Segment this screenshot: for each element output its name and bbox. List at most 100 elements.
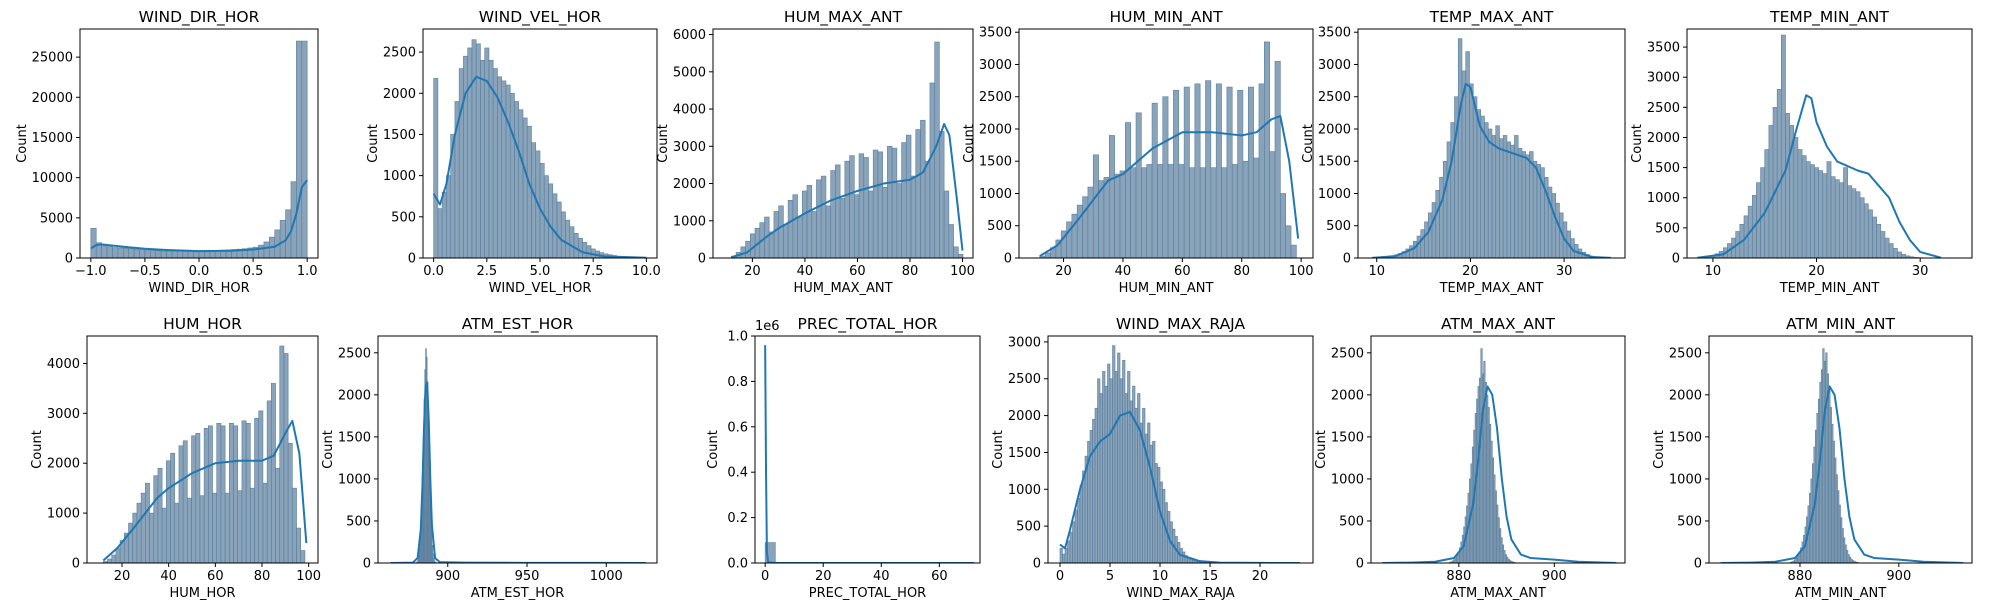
y-tick-label: 3000 [1008, 335, 1041, 350]
histogram-bar [1491, 135, 1497, 258]
histogram-bar [1476, 109, 1482, 258]
histogram-bar [262, 482, 268, 563]
histogram-bar [458, 68, 464, 258]
y-tick-label: 0 [363, 557, 371, 572]
y-axis-label: Count [991, 430, 1006, 469]
histogram-bar [171, 250, 178, 258]
histogram-panel-atm-max-ant: 880 900 0 500 1000 1500 2000 2500 ATM_MAX_ANT ATM… [1314, 315, 1626, 601]
histogram-bar [1124, 393, 1128, 563]
histogram-bar [943, 190, 950, 258]
y-tick-label: 0.4 [727, 466, 748, 481]
histogram-bar [953, 246, 959, 258]
histogram-bar [1876, 223, 1882, 258]
x-tick-label: 80 [1233, 264, 1250, 279]
histogram-bar [839, 198, 846, 258]
x-tick-label: 20 [744, 264, 761, 279]
histogram-bar [1226, 86, 1233, 258]
panel-title: HUM_MAX_ANT [784, 8, 903, 27]
x-axis-label: ATM_MIN_ANT [1795, 586, 1886, 601]
histogram-bar [1157, 164, 1164, 258]
y-tick-label: 2500 [338, 346, 371, 361]
x-tick-label: 2.5 [476, 264, 497, 279]
histogram-bar [177, 250, 184, 258]
x-tick-label: 20 [114, 569, 131, 584]
histogram-bar [877, 151, 883, 258]
y-tick-label: 2500 [1008, 372, 1041, 387]
histogram-bar [237, 490, 243, 563]
histogram-bar [783, 224, 789, 258]
histogram-bar [1776, 88, 1782, 258]
histogram-bar [117, 247, 124, 258]
x-axis-label: ATM_MAX_ANT [1450, 586, 1546, 601]
y-tick-label: 1500 [383, 128, 416, 143]
histogram-bar [1446, 141, 1452, 258]
histogram-bar [1280, 193, 1286, 258]
y-tick-label: 1000 [47, 507, 80, 522]
histogram-bar [896, 183, 902, 258]
histogram-bar [263, 241, 270, 258]
histogram-bar [1162, 96, 1169, 258]
y-tick-label: 2500 [979, 90, 1012, 105]
histogram-bar [301, 40, 308, 258]
y-tick-label: 0.2 [727, 511, 748, 526]
histogram-bar [1427, 212, 1433, 258]
y-tick-label: 500 [391, 210, 416, 225]
x-axis-label: TEMP_MIN_ANT [1779, 281, 1880, 296]
y-tick-label: 2000 [47, 457, 80, 472]
histogram-bar [1189, 559, 1193, 563]
histogram-bar [433, 78, 439, 258]
x-tick-label: 0 [761, 569, 769, 584]
histogram-bar [233, 425, 239, 563]
histogram-bar [797, 216, 803, 258]
axes-frame [1047, 335, 1314, 564]
histogram-bar [1843, 167, 1848, 258]
histogram-bar [467, 47, 473, 258]
histogram-bar [166, 250, 173, 258]
panel-title: TEMP_MIN_ANT [1769, 8, 1889, 27]
panel-title: WIND_VEL_HOR [479, 8, 602, 27]
histogram-bar [1888, 243, 1894, 258]
histogram-bar [1094, 407, 1098, 563]
histogram-bar [1044, 252, 1051, 258]
histogram-bar [106, 246, 113, 258]
histogram-bar [868, 190, 874, 258]
y-tick-label: 4000 [673, 103, 706, 118]
histogram-bar [254, 418, 260, 563]
histogram-bar [1103, 177, 1110, 258]
histogram-bar [586, 245, 592, 258]
histogram-bar [957, 253, 964, 258]
histogram-bar [1167, 164, 1174, 258]
histogram-bar [811, 211, 817, 258]
histogram-bar [1457, 38, 1463, 258]
histogram-bar [522, 117, 528, 258]
x-tick-label: 40 [873, 569, 890, 584]
histogram-bar [258, 244, 265, 258]
histogram-bar [245, 423, 251, 563]
histogram-bar [115, 547, 121, 563]
x-tick-label: 60 [1174, 264, 1191, 279]
histogram-bar [1517, 148, 1523, 258]
histogram-bar [140, 492, 146, 563]
y-tick-label: 2000 [383, 87, 416, 102]
panel-title: ATM_MIN_ANT [1786, 315, 1895, 334]
y-tick-label: 0 [65, 252, 73, 267]
panel-title: WIND_DIR_HOR [139, 8, 260, 27]
histogram-bar [509, 92, 515, 258]
y-tick-label: 3000 [1318, 58, 1351, 73]
y-axis-label: Count [1301, 124, 1316, 163]
histogram-bar [1855, 191, 1861, 258]
kde-line [1059, 410, 1301, 563]
histogram-bar [1159, 481, 1163, 563]
y-tick-label: 5000 [40, 211, 73, 226]
panel-title: WIND_MAX_RAJA [1116, 315, 1246, 334]
histogram-bar [178, 445, 184, 563]
histogram-bar [1772, 107, 1778, 258]
histogram-bar [830, 170, 836, 258]
histogram-bar [505, 84, 511, 258]
x-tick-label: 10 [1152, 569, 1169, 584]
y-tick-label: 1000 [673, 214, 706, 229]
histogram-bar [1154, 463, 1158, 563]
y-tick-label: 500 [1016, 520, 1041, 535]
y-axis-label: Count [962, 124, 977, 163]
histogram-bar [1112, 345, 1116, 563]
